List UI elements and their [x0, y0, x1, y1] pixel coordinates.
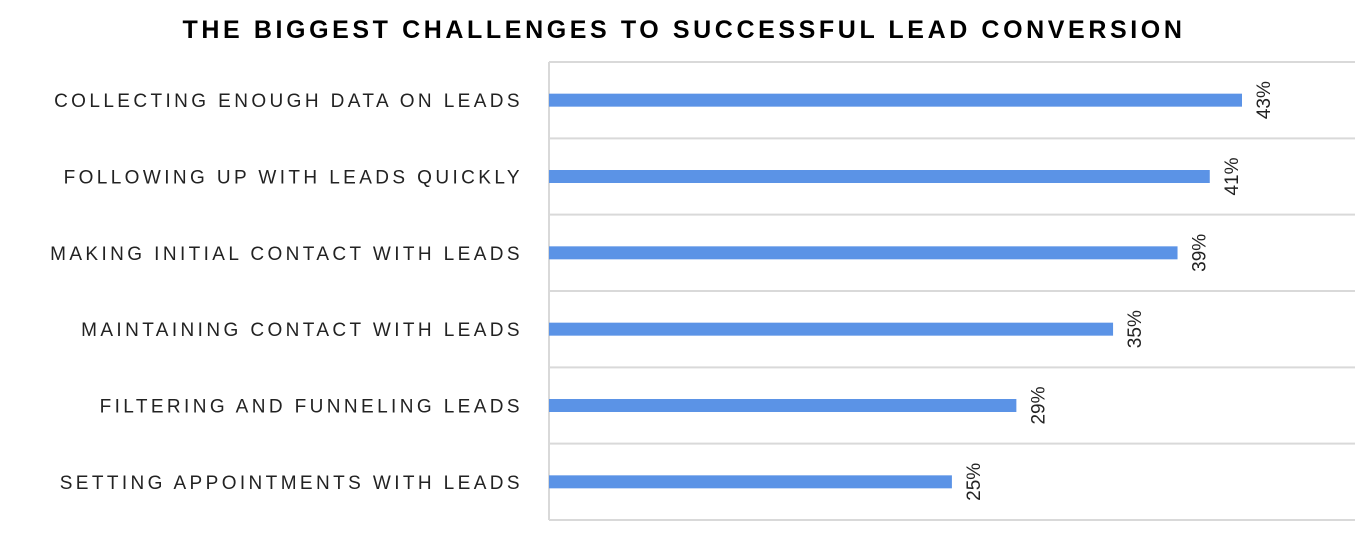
category-label: MAINTAINING CONTACT WITH LEADS [81, 320, 523, 341]
data-label: 25% [964, 463, 985, 501]
bar [549, 399, 1017, 412]
bar [549, 322, 1114, 336]
category-label: MAKING INITIAL CONTACT WITH LEADS [50, 244, 523, 265]
category-label: SETTING APPOINTMENTS WITH LEADS [60, 473, 523, 494]
data-label: 39% [1190, 234, 1211, 272]
chart-title: THE BIGGEST CHALLENGES TO SUCCESSFUL LEA… [182, 16, 1185, 44]
bar [549, 475, 952, 489]
category-label: COLLECTING ENOUGH DATA ON LEADS [54, 91, 523, 112]
gridlines [548, 61, 1355, 521]
value-labels: 43% 41% 39% 35% 29% 25% [964, 81, 1275, 501]
data-label: 35% [1125, 310, 1146, 348]
bar [549, 246, 1178, 260]
bar [549, 170, 1210, 183]
category-label: FILTERING AND FUNNELING LEADS [100, 397, 523, 418]
data-label: 43% [1254, 81, 1275, 119]
bar [549, 93, 1242, 107]
category-label: FOLLOWING UP WITH LEADS QUICKLY [64, 168, 523, 189]
data-label: 29% [1028, 386, 1049, 424]
data-label: 41% [1222, 157, 1243, 195]
category-labels: COLLECTING ENOUGH DATA ON LEADS FOLLOWING… [50, 91, 523, 494]
bars [549, 93, 1242, 489]
